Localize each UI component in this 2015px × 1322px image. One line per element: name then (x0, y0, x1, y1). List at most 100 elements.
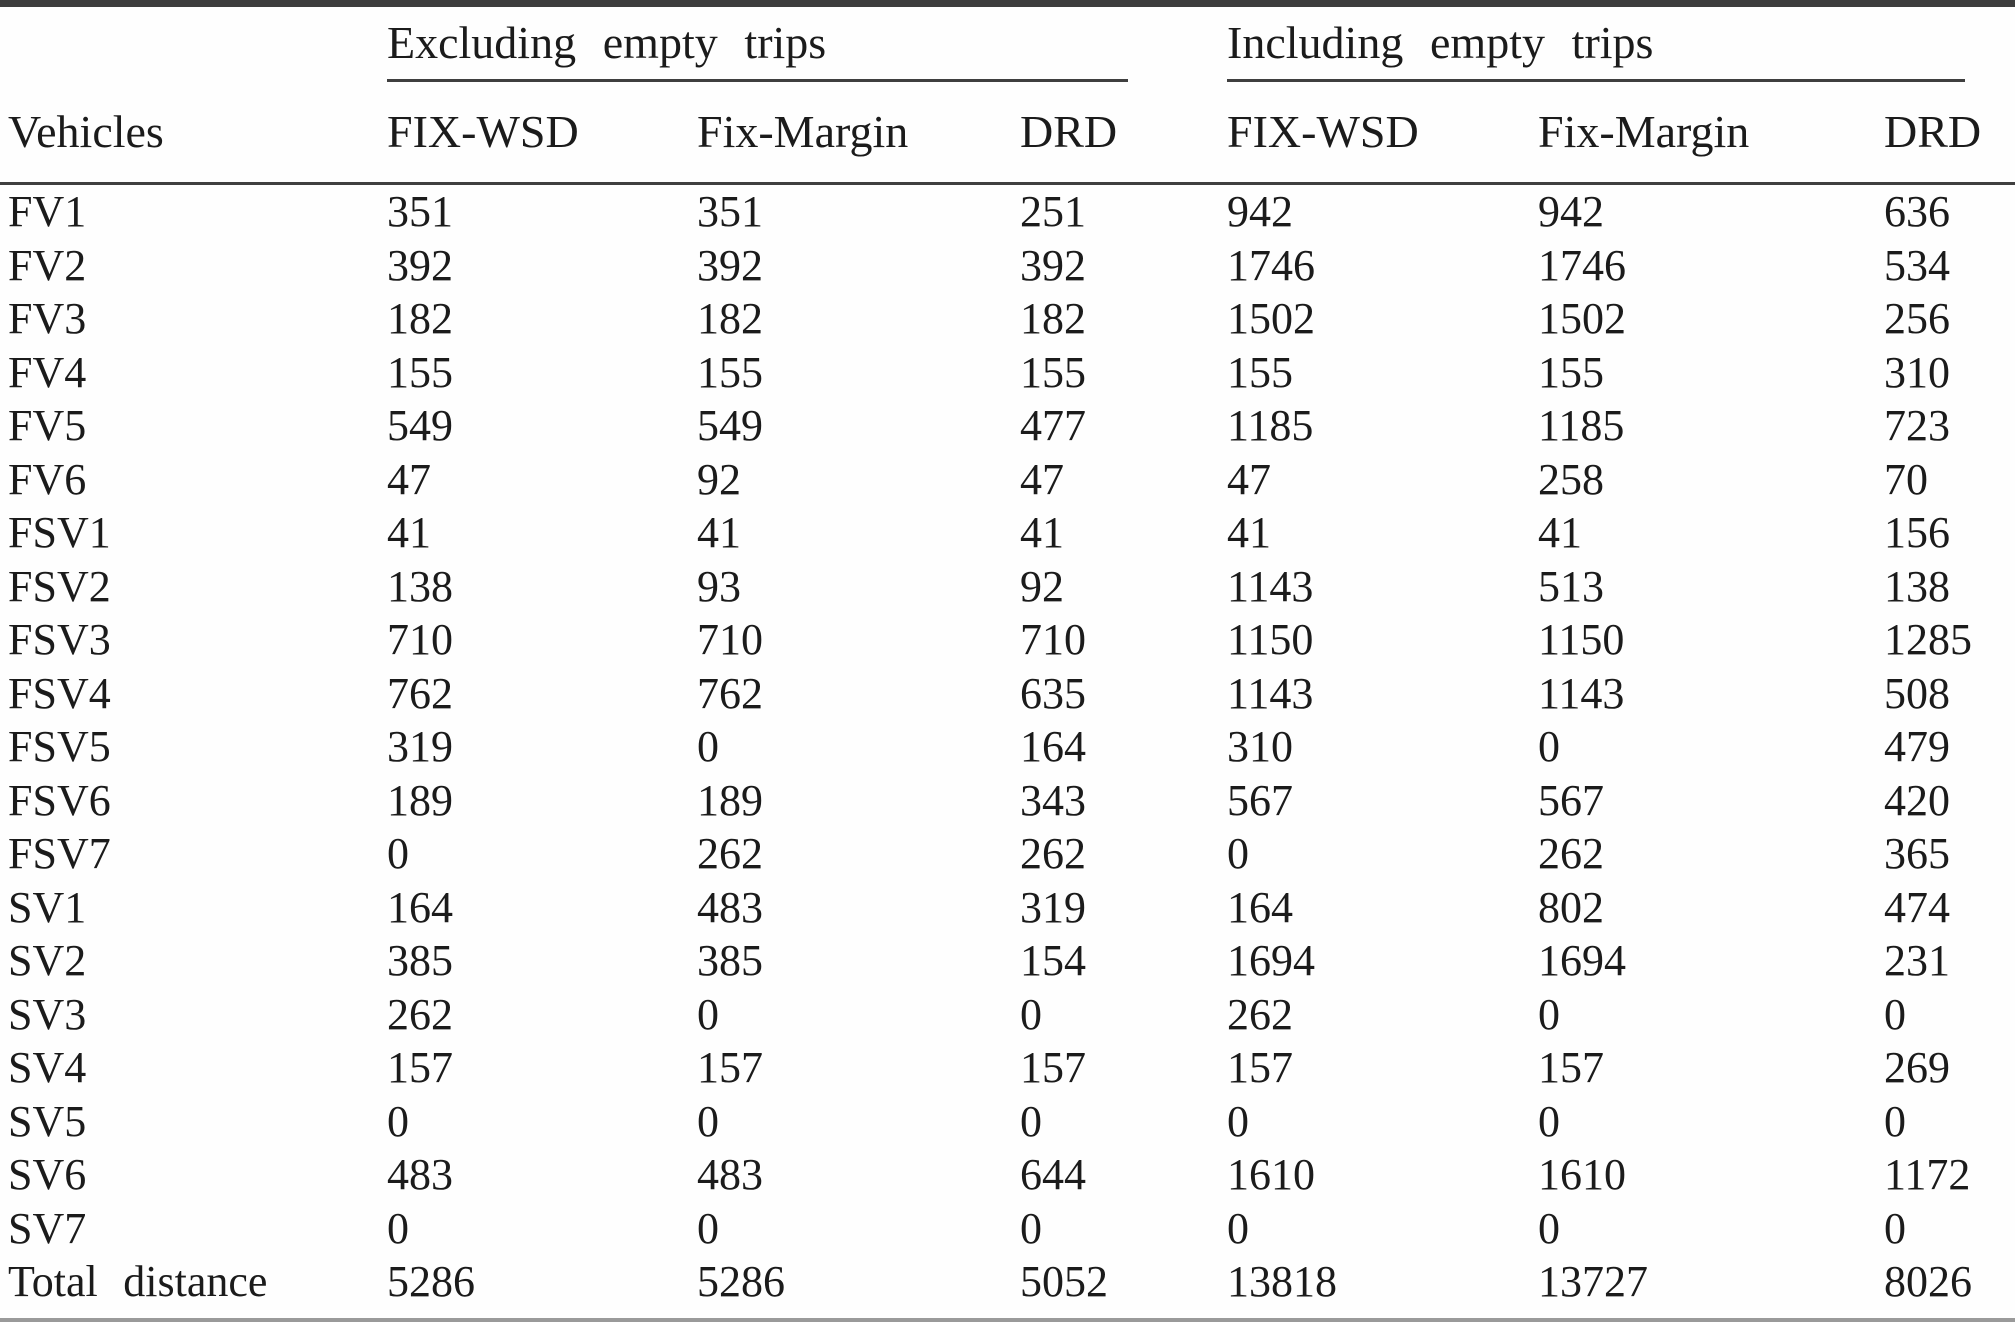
vehicle-label: SV3 (8, 989, 87, 1039)
distance-value: 0 (1884, 1203, 1907, 1253)
distance-value: 8026 (1884, 1257, 1973, 1306)
table-row: FV4 155 155 155 155 155 310 (0, 346, 2015, 400)
table-row: FSV2 138 93 92 1143 513 138 (0, 560, 2015, 614)
distance-value: 1502 (1538, 294, 1627, 343)
distance-value: 0 (1227, 1096, 1250, 1146)
distance-value: 365 (1884, 829, 1951, 878)
distance-value: 1143 (1538, 668, 1625, 718)
distance-value: 392 (1020, 240, 1086, 290)
distance-value: 1150 (1227, 615, 1314, 664)
distance-value: 164 (1020, 722, 1086, 771)
distance-value: 710 (387, 615, 453, 664)
distance-value: 1185 (1227, 401, 1314, 450)
vehicle-label: FSV2 (8, 561, 111, 611)
distance-value: 0 (1538, 1096, 1561, 1146)
distance-value: 483 (387, 1150, 453, 1199)
distance-value: 0 (1227, 829, 1250, 878)
distance-value: 723 (1884, 401, 1951, 450)
distance-value: 13818 (1227, 1257, 1338, 1306)
distance-value: 155 (1227, 347, 1294, 397)
table-row: SV1 164 483 319 164 802 474 (0, 881, 2015, 935)
vehicle-label: FV3 (8, 294, 87, 343)
distance-value: 155 (697, 347, 763, 397)
distance-value: 164 (387, 882, 453, 932)
distance-value: 1610 (1227, 1150, 1316, 1199)
distance-value: 635 (1020, 668, 1086, 718)
distance-value: 182 (697, 294, 763, 343)
distance-value: 262 (1020, 829, 1086, 878)
column-header-drd-including: DRD (1884, 82, 2015, 185)
distance-value: 262 (697, 829, 763, 878)
group-header-including-empty-trips: Including empty trips (1227, 17, 1966, 82)
table-row: SV4 157 157 157 157 157 269 (0, 1041, 2015, 1095)
vehicle-distance-table: Excluding empty trips Including empty tr… (0, 7, 2015, 1309)
distance-value: 710 (697, 615, 763, 664)
distance-value: 0 (697, 1203, 719, 1253)
distance-value: 1285 (1884, 615, 1973, 664)
distance-value: 262 (387, 989, 453, 1039)
distance-value: 1694 (1227, 936, 1316, 985)
distance-value: 567 (1538, 775, 1605, 825)
vehicle-label: FSV4 (8, 668, 111, 718)
distance-value: 0 (1538, 1203, 1561, 1253)
distance-value: 0 (1884, 989, 1907, 1039)
distance-value: 138 (1884, 561, 1951, 611)
group-header-excluding-empty-trips: Excluding empty trips (387, 17, 1129, 82)
distance-value: 0 (387, 1203, 409, 1253)
distance-value: 762 (697, 668, 763, 718)
distance-value: 385 (387, 936, 453, 985)
distance-value: 41 (1538, 508, 1583, 557)
distance-value: 0 (1020, 1096, 1042, 1146)
distance-value: 5286 (387, 1257, 475, 1306)
distance-value: 0 (1884, 1096, 1907, 1146)
table-row: Total distance 5286 5286 5052 13818 13727 8026 (0, 1255, 2015, 1309)
distance-value: 189 (697, 775, 763, 825)
distance-value: 0 (697, 1096, 719, 1146)
distance-value: 0 (1538, 722, 1561, 771)
distance-value: 93 (697, 561, 741, 611)
column-header-vehicles: Vehicles (0, 82, 387, 185)
distance-value: 343 (1020, 775, 1086, 825)
distance-value: 319 (1020, 882, 1086, 932)
distance-value: 13727 (1538, 1257, 1649, 1306)
distance-value: 0 (1227, 1203, 1250, 1253)
vehicle-label: SV5 (8, 1096, 87, 1146)
distance-value: 0 (697, 989, 719, 1039)
table-row: FV2 392 392 392 1746 1746 534 (0, 239, 2015, 293)
table-row: FV5 549 549 477 1185 1185 723 (0, 399, 2015, 453)
table-row: FV6 47 92 47 47 258 70 (0, 453, 2015, 507)
distance-value: 41 (387, 508, 431, 557)
distance-value: 483 (697, 882, 763, 932)
group-header-cell-excluding: Excluding empty trips (387, 7, 1227, 82)
vehicle-label: SV4 (8, 1043, 87, 1092)
distance-value: 762 (387, 668, 453, 718)
distance-value: 251 (1020, 187, 1086, 236)
distance-value: 5052 (1020, 1257, 1108, 1306)
distance-value: 319 (387, 722, 453, 771)
distance-value: 92 (1020, 561, 1064, 611)
group-header-row: Excluding empty trips Including empty tr… (0, 7, 2015, 82)
table-row: FSV7 0 262 262 0 262 365 (0, 827, 2015, 881)
distance-value: 0 (387, 829, 409, 878)
distance-value: 310 (1884, 347, 1951, 397)
distance-value: 1172 (1884, 1150, 1971, 1199)
distance-value: 392 (697, 240, 763, 290)
distance-value: 92 (697, 454, 741, 504)
distance-value: 41 (697, 508, 741, 557)
distance-value: 157 (387, 1043, 453, 1092)
table-header: Excluding empty trips Including empty tr… (0, 7, 2015, 185)
distance-value: 41 (1020, 508, 1064, 557)
distance-value: 351 (387, 187, 453, 236)
distance-value: 0 (1020, 989, 1042, 1039)
distance-value: 157 (697, 1043, 763, 1092)
distance-value: 164 (1227, 882, 1294, 932)
distance-value: 70 (1884, 454, 1929, 504)
distance-value: 5286 (697, 1257, 785, 1306)
group-header-cell-including: Including empty trips (1227, 7, 2015, 82)
distance-value: 942 (1227, 187, 1294, 236)
table-row: SV2 385 385 154 1694 1694 231 (0, 934, 2015, 988)
vehicle-label: Total distance (8, 1257, 268, 1306)
vehicle-label: FV6 (8, 454, 87, 504)
distance-value: 0 (387, 1096, 409, 1146)
